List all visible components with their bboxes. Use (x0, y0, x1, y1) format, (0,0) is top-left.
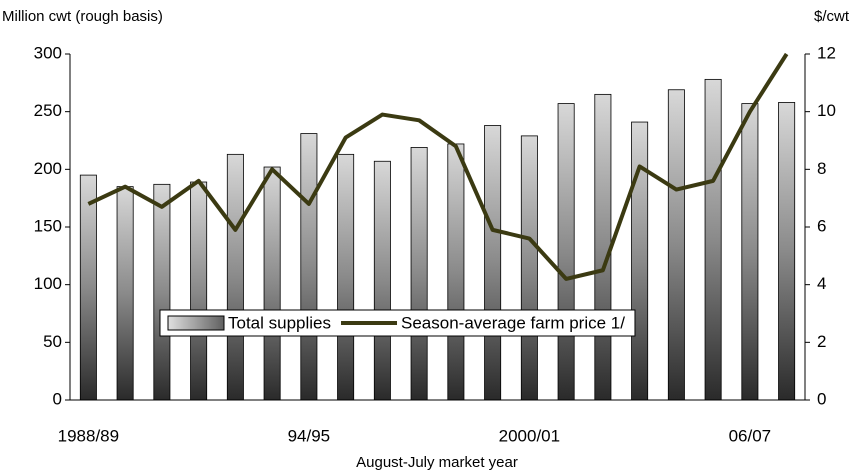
x-tick-label: 1988/89 (58, 426, 119, 445)
bar (484, 125, 502, 401)
y2-tick-label: 0 (817, 389, 826, 408)
y2-tick-label: 6 (817, 216, 826, 235)
y2-tick-label: 2 (817, 332, 826, 351)
bar (447, 143, 465, 401)
bar (226, 153, 244, 401)
bar (667, 89, 685, 401)
y-tick-label: 0 (53, 389, 62, 408)
y-tick-label: 150 (34, 216, 62, 235)
bar (704, 78, 722, 401)
y-axis-label: Million cwt (rough basis) (2, 8, 163, 25)
bar (594, 93, 612, 401)
bar (263, 166, 281, 401)
y2-tick-label: 12 (817, 43, 836, 62)
legend-label: Season-average farm price 1/ (401, 313, 625, 332)
bar (337, 153, 355, 401)
y-tick-label: 50 (43, 332, 62, 351)
bar (557, 103, 575, 401)
bar (373, 160, 391, 401)
bar (410, 147, 428, 401)
x-axis-label: August-July market year (356, 454, 518, 471)
legend-box (159, 309, 636, 337)
y-tick-label: 100 (34, 274, 62, 293)
bar (300, 133, 318, 401)
y2-tick-label: 8 (817, 159, 826, 178)
bar (116, 186, 134, 401)
y2-axis-label: $/cwt (814, 8, 850, 25)
bar (190, 181, 208, 401)
x-tick-label: 06/07 (729, 426, 772, 445)
legend-label: Total supplies (228, 313, 331, 332)
y-tick-label: 200 (34, 159, 62, 178)
bar (778, 102, 796, 401)
x-tick-label: 94/95 (288, 426, 331, 445)
price-line (87, 52, 789, 281)
bar (153, 183, 171, 401)
legend-swatch (167, 315, 225, 331)
y-tick-label: 300 (34, 43, 62, 62)
y2-tick-label: 4 (817, 274, 826, 293)
bar (79, 174, 97, 401)
legend: Total supplies Season-average farm price … (159, 309, 636, 337)
bar (631, 121, 649, 401)
bar (520, 135, 538, 401)
y-tick-label: 250 (34, 101, 62, 120)
bar (741, 103, 759, 401)
y2-tick-label: 10 (817, 101, 836, 120)
x-tick-label: 2000/01 (499, 426, 560, 445)
